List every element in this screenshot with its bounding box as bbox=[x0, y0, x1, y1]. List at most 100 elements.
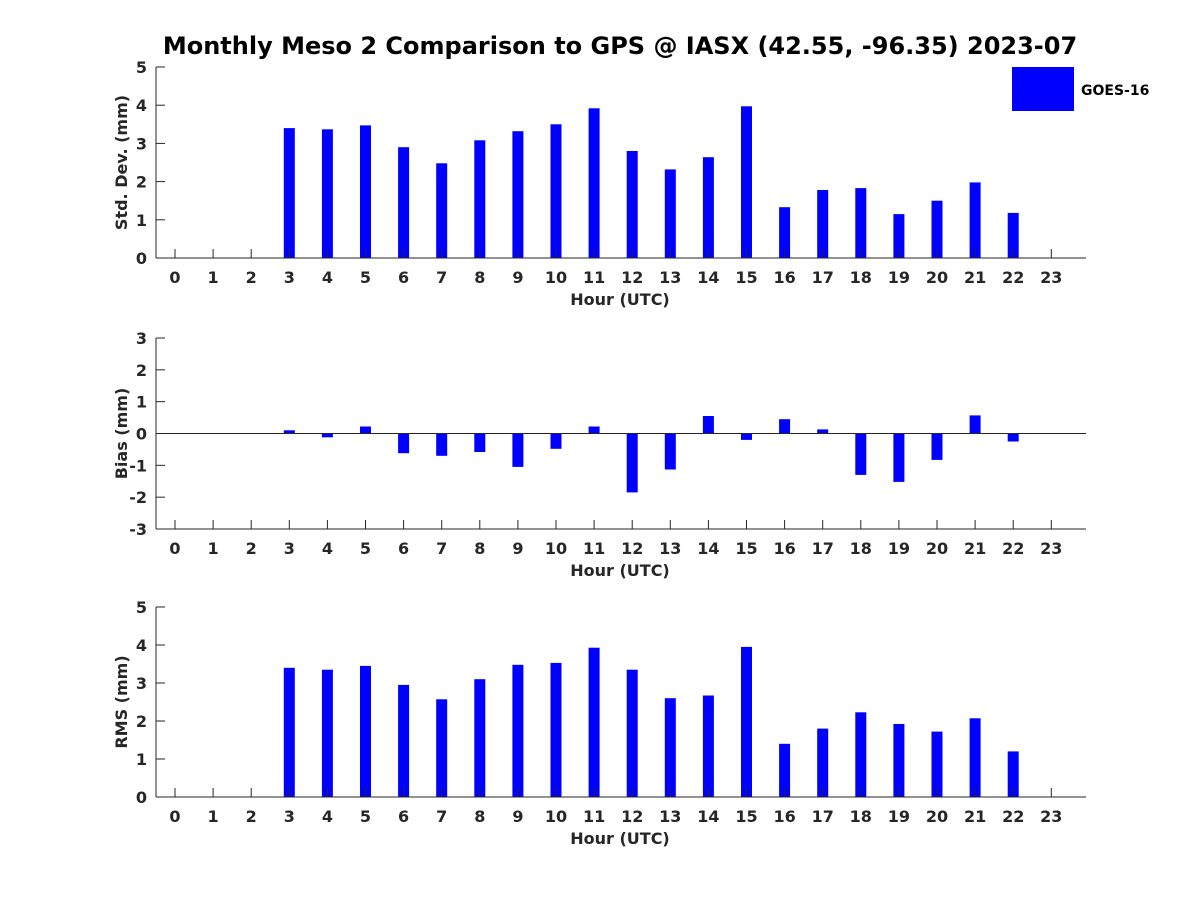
bar-hour-5 bbox=[360, 426, 371, 434]
x-axis-label: Hour (UTC) bbox=[570, 829, 670, 848]
x-axis-label: Hour (UTC) bbox=[570, 290, 670, 309]
bar-hour-22 bbox=[1007, 433, 1019, 442]
x-tick-label: 15 bbox=[735, 539, 757, 558]
bar-hour-19 bbox=[893, 724, 905, 797]
y-tick-label: 1 bbox=[136, 750, 147, 769]
bar-hour-11 bbox=[588, 426, 600, 434]
x-tick-label: 4 bbox=[322, 539, 333, 558]
y-tick-label: 4 bbox=[136, 636, 147, 655]
x-tick-label: 11 bbox=[583, 807, 605, 826]
bar-hour-18 bbox=[855, 188, 867, 258]
x-tick-label: 13 bbox=[659, 539, 681, 558]
x-tick-label: 19 bbox=[888, 539, 910, 558]
bar-hour-14 bbox=[702, 695, 714, 797]
bias-panel: 0 1 2 3 4 5 6 7 8 9 10 11 12 13 14 15 16 17 18 19 20 21 22 23-3… bbox=[112, 329, 1086, 580]
bar-hour-19 bbox=[893, 433, 905, 482]
bar-hour-8 bbox=[474, 679, 486, 797]
bar-hour-10 bbox=[550, 124, 562, 258]
bar-hour-11 bbox=[588, 647, 600, 797]
bar-hour-10 bbox=[550, 433, 562, 449]
x-tick-label: 21 bbox=[964, 807, 986, 826]
bar-hour-17 bbox=[817, 429, 829, 434]
legend: GOES-16 bbox=[1012, 67, 1149, 111]
legend-label: GOES-16 bbox=[1081, 83, 1149, 99]
x-tick-label: 13 bbox=[659, 807, 681, 826]
bar-hour-14 bbox=[702, 157, 714, 258]
x-tick-label: 5 bbox=[360, 539, 371, 558]
y-tick-label: 4 bbox=[136, 96, 147, 115]
bar-hour-12 bbox=[626, 151, 638, 258]
x-tick-label: 15 bbox=[735, 268, 757, 287]
bar-hour-6 bbox=[398, 433, 410, 454]
bar-hour-17 bbox=[817, 190, 829, 258]
bar-hour-4 bbox=[321, 129, 333, 258]
bar-hour-15 bbox=[741, 106, 752, 258]
x-tick-label: 11 bbox=[583, 268, 605, 287]
bar-hour-10 bbox=[550, 662, 562, 797]
bar-hour-4 bbox=[321, 433, 333, 438]
y-tick-label: -1 bbox=[129, 456, 147, 475]
rms-panel: 0 1 2 3 4 5 6 7 8 9 10 11 12 13 14 15 16 17 18 19 20 21 22 2301… bbox=[112, 598, 1086, 848]
x-tick-label: 10 bbox=[545, 268, 567, 287]
bar-hour-7 bbox=[436, 699, 448, 797]
x-tick-label: 21 bbox=[964, 268, 986, 287]
bar-hour-13 bbox=[664, 433, 676, 470]
x-tick-label: 9 bbox=[512, 268, 523, 287]
x-tick-label: 7 bbox=[436, 268, 447, 287]
x-tick-label: 14 bbox=[697, 539, 719, 558]
y-axis-label: Bias (mm) bbox=[112, 388, 131, 480]
bar-hour-6 bbox=[398, 684, 410, 797]
x-tick-label: 12 bbox=[621, 268, 643, 287]
x-tick-label: 6 bbox=[398, 539, 409, 558]
x-tick-label: 14 bbox=[697, 268, 719, 287]
y-tick-label: -3 bbox=[129, 520, 147, 539]
y-tick-label: 0 bbox=[136, 788, 147, 807]
y-axis-label: RMS (mm) bbox=[112, 655, 131, 748]
bar-hour-16 bbox=[779, 743, 791, 797]
bar-hour-7 bbox=[436, 433, 448, 456]
x-tick-label: 12 bbox=[621, 807, 643, 826]
bar-hour-8 bbox=[474, 140, 486, 258]
bar-hour-20 bbox=[931, 731, 943, 797]
x-tick-label: 4 bbox=[322, 268, 333, 287]
x-tick-label: 6 bbox=[398, 807, 409, 826]
bar-hour-6 bbox=[398, 147, 410, 258]
bar-hour-15 bbox=[741, 646, 752, 797]
figure-title: Monthly Meso 2 Comparison to GPS @ IASX … bbox=[163, 32, 1077, 60]
x-tick-label: 21 bbox=[964, 539, 986, 558]
x-tick-label: 8 bbox=[474, 807, 485, 826]
x-tick-label: 23 bbox=[1040, 807, 1062, 826]
bar-hour-9 bbox=[512, 433, 524, 467]
y-tick-label: 1 bbox=[136, 393, 147, 412]
bar-hour-7 bbox=[436, 163, 448, 258]
x-tick-label: 10 bbox=[545, 539, 567, 558]
x-tick-label: 0 bbox=[169, 539, 180, 558]
bar-hour-16 bbox=[779, 207, 791, 258]
legend-swatch bbox=[1012, 67, 1074, 111]
bar-hour-3 bbox=[283, 667, 295, 797]
x-tick-label: 17 bbox=[812, 539, 834, 558]
y-tick-label: 3 bbox=[136, 134, 147, 153]
x-tick-label: 19 bbox=[888, 268, 910, 287]
x-tick-label: 17 bbox=[812, 268, 834, 287]
x-tick-label: 2 bbox=[246, 807, 257, 826]
bar-hour-18 bbox=[855, 712, 867, 797]
x-tick-label: 18 bbox=[850, 807, 872, 826]
y-tick-label: 3 bbox=[136, 674, 147, 693]
x-tick-label: 22 bbox=[1002, 539, 1024, 558]
y-tick-label: 2 bbox=[136, 361, 147, 380]
x-tick-label: 13 bbox=[659, 268, 681, 287]
x-tick-label: 17 bbox=[812, 807, 834, 826]
bar-hour-8 bbox=[474, 433, 486, 452]
bar-hour-5 bbox=[360, 125, 371, 259]
bar-hour-9 bbox=[512, 664, 524, 797]
bar-hour-12 bbox=[626, 669, 638, 797]
bar-hour-21 bbox=[969, 718, 981, 797]
x-tick-label: 9 bbox=[512, 807, 523, 826]
bar-hour-9 bbox=[512, 131, 524, 258]
x-tick-label: 1 bbox=[208, 268, 219, 287]
bar-hour-15 bbox=[741, 433, 752, 440]
x-tick-label: 8 bbox=[474, 268, 485, 287]
x-tick-label: 5 bbox=[360, 268, 371, 287]
x-tick-label: 18 bbox=[850, 268, 872, 287]
